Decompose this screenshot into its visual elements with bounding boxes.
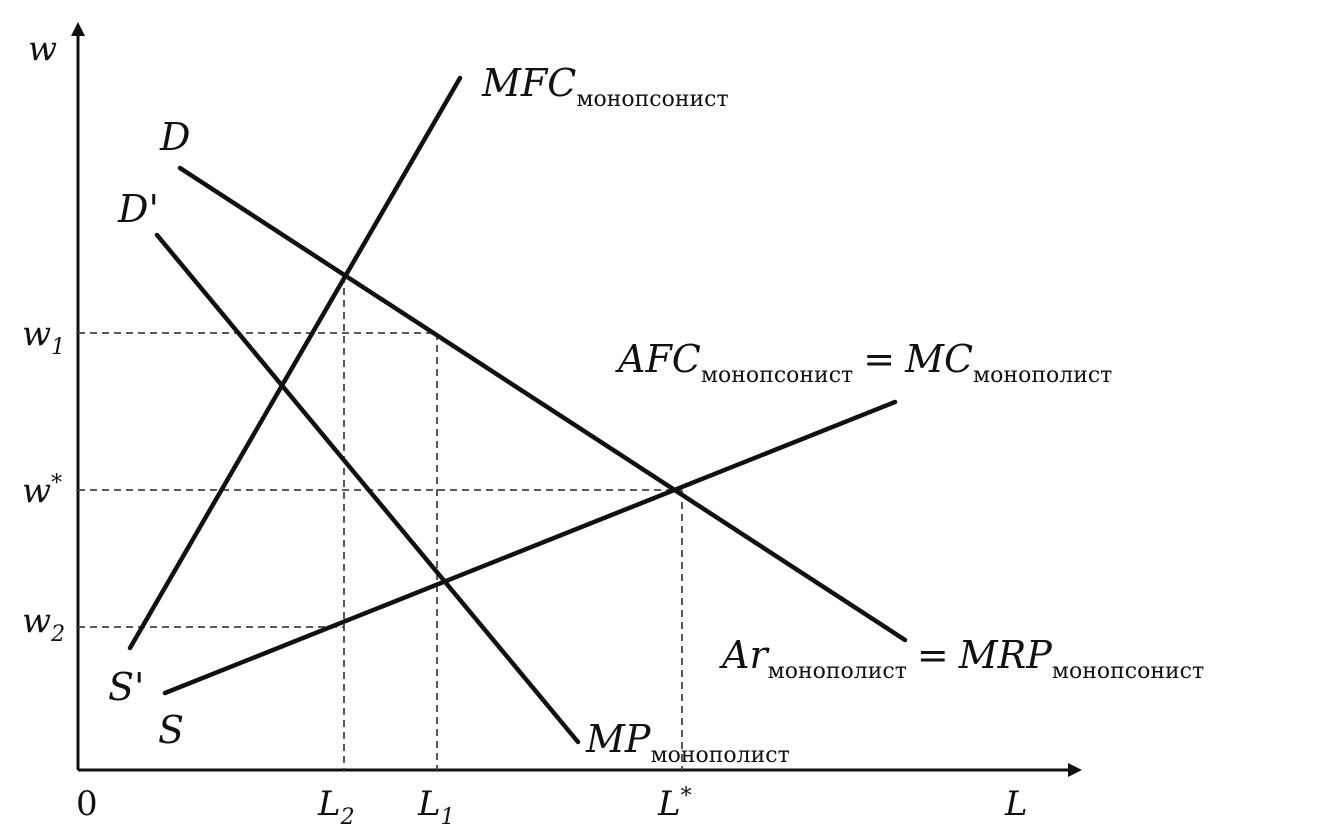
supply-curve-S <box>162 399 898 696</box>
y-tick-w2: w2 <box>22 601 65 647</box>
x-tick-L2: L2 <box>317 784 355 830</box>
label-D: D <box>159 115 190 159</box>
label-afc-mc: AFCмонопсонист = MCмонополист <box>615 337 1112 388</box>
mfc-curve <box>127 75 463 651</box>
y-tick-wstar: w* <box>22 471 62 511</box>
y-axis-label: w <box>28 29 57 69</box>
label-ar-mrp: Arмонополист = MRPмонопсонист <box>719 633 1204 684</box>
x-tick-L1: L1 <box>417 784 455 830</box>
y-tick-w1: w1 <box>22 314 65 360</box>
x-axis-label: L <box>1004 784 1028 824</box>
label-D-prime: D' <box>117 187 159 231</box>
label-S-prime: S' <box>108 665 144 709</box>
origin-label: 0 <box>76 784 98 824</box>
label-S: S <box>158 708 184 752</box>
demand-curve-D-prime <box>154 232 581 745</box>
x-tick-Lstar: L* <box>657 784 692 824</box>
label-mp: MPмонополист <box>585 717 790 768</box>
label-mfc: MFCмонопсонист <box>481 61 729 112</box>
demand-curve-D <box>177 165 908 643</box>
